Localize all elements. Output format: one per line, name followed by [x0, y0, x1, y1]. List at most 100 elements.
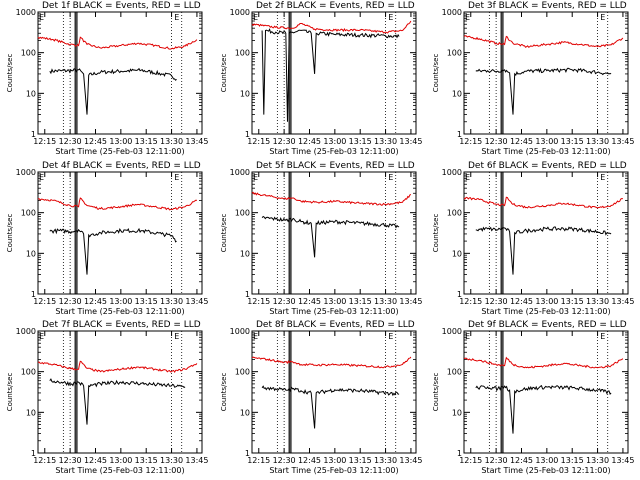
detector-panel-4: Det 4f BLACK = Events, RED = LLD 1 10 100 10…	[6, 161, 208, 316]
plot-frame	[251, 330, 417, 454]
x-tick-label: 13:00	[109, 137, 132, 146]
x-tick-label: 13:30	[586, 456, 609, 465]
x-tick-label: 12:15	[247, 456, 270, 465]
series-line-events	[49, 227, 177, 275]
x-axis-label: Start Time (25-Feb-03 12:11:00)	[55, 147, 184, 156]
plot-frame	[463, 171, 629, 295]
detector-panel-6: Det 6f BLACK = Events, RED = LLD 1 10 100 10…	[432, 161, 634, 316]
series-line-lld	[37, 36, 198, 50]
x-tick-label: 13:15	[135, 297, 158, 306]
event-marker-label: E	[174, 173, 179, 182]
x-tick-label: 12:15	[33, 137, 56, 146]
x-tick-label: 13:30	[374, 137, 397, 146]
y-tick-label: 1000	[230, 168, 250, 177]
detector-panel-8: Det 8f BLACK = Events, RED = LLD 1 10 100 10…	[220, 320, 422, 475]
plot-frame	[463, 11, 629, 135]
event-marker-label: E	[39, 13, 44, 22]
y-tick-label: 10	[240, 408, 250, 417]
y-tick-label: 100	[21, 368, 36, 377]
series-line-events	[475, 226, 612, 275]
x-tick-label: 13:00	[323, 456, 346, 465]
series-line-events	[475, 67, 612, 115]
x-tick-label: 13:30	[160, 137, 183, 146]
y-tick-label: 1000	[16, 8, 36, 17]
y-tick-label: 100	[235, 49, 250, 58]
detector-panel-2: Det 2f BLACK = Events, RED = LLD 1 10 100 10…	[220, 1, 422, 156]
x-tick-label: 13:30	[160, 297, 183, 306]
x-tick-label: 12:30	[59, 137, 82, 146]
x-tick-label: 13:30	[374, 297, 397, 306]
x-axis-label: Start Time (25-Feb-03 12:11:00)	[55, 307, 184, 316]
x-tick-label: 12:30	[59, 297, 82, 306]
y-tick-label: 1000	[16, 327, 36, 336]
panel-title: Det 1f BLACK = Events, RED = LLD	[42, 1, 201, 11]
x-tick-label: 12:45	[84, 137, 107, 146]
x-tick-label: 13:15	[561, 137, 584, 146]
y-axis-label: Counts/sec	[220, 373, 228, 412]
y-tick-label: 1	[31, 130, 36, 139]
x-axis-label: Start Time (25-Feb-03 12:11:00)	[269, 307, 398, 316]
event-marker-label: E	[253, 332, 258, 341]
plot-frame	[37, 171, 203, 295]
y-tick-label: 1	[245, 449, 250, 458]
y-tick-label: 1000	[16, 168, 36, 177]
panel-title: Det 2f BLACK = Events, RED = LLD	[256, 1, 415, 11]
y-tick-label: 100	[447, 368, 462, 377]
event-marker-label: E	[39, 173, 44, 182]
x-tick-label: 13:45	[399, 297, 422, 306]
detector-panel-5: Det 5f BLACK = Events, RED = LLD 1 10 100 10…	[220, 161, 422, 316]
y-tick-label: 100	[21, 209, 36, 218]
x-tick-label: 13:15	[349, 137, 372, 146]
x-tick-label: 13:00	[109, 297, 132, 306]
event-marker-label: E	[465, 13, 470, 22]
y-tick-label: 100	[447, 209, 462, 218]
event-marker-label: E	[174, 332, 179, 341]
x-tick-label: 13:15	[349, 297, 372, 306]
x-tick-label: 12:45	[298, 297, 321, 306]
plot-frame	[251, 171, 417, 295]
y-tick-label: 1000	[442, 168, 462, 177]
y-tick-label: 10	[240, 249, 250, 258]
x-tick-label: 13:15	[349, 456, 372, 465]
y-axis-label: Counts/sec	[6, 54, 14, 93]
y-axis-label: Counts/sec	[6, 373, 14, 412]
y-tick-label: 100	[235, 368, 250, 377]
x-tick-label: 13:00	[535, 456, 558, 465]
event-marker-label: E	[600, 13, 605, 22]
detector-panel-9: Det 9f BLACK = Events, RED = LLD 1 10 100 10…	[432, 320, 634, 475]
series-line-lld	[38, 197, 197, 211]
plot-frame	[37, 11, 203, 135]
x-tick-label: 12:45	[510, 297, 533, 306]
y-tick-label: 10	[240, 89, 250, 98]
series-line-lld	[463, 196, 623, 209]
panel-title: Det 7f BLACK = Events, RED = LLD	[42, 320, 201, 330]
event-marker-label: E	[600, 173, 605, 182]
x-tick-label: 12:45	[510, 137, 533, 146]
x-tick-label: 12:30	[273, 297, 296, 306]
y-tick-label: 10	[452, 89, 462, 98]
event-marker-label: E	[388, 13, 393, 22]
y-tick-label: 1	[457, 449, 462, 458]
y-tick-label: 1000	[442, 327, 462, 336]
series-line-lld	[463, 35, 624, 48]
x-tick-label: 13:45	[185, 137, 208, 146]
x-tick-label: 12:30	[273, 456, 296, 465]
x-axis-label: Start Time (25-Feb-03 12:11:00)	[481, 307, 610, 316]
y-tick-label: 10	[26, 249, 36, 258]
event-marker-label: E	[388, 173, 393, 182]
y-tick-label: 1000	[442, 8, 462, 17]
series-line-events	[49, 67, 177, 115]
x-tick-label: 12:15	[247, 297, 270, 306]
x-tick-label: 13:15	[135, 456, 158, 465]
x-tick-label: 13:45	[185, 456, 208, 465]
event-marker-label: E	[465, 173, 470, 182]
x-tick-label: 13:00	[535, 137, 558, 146]
event-marker-label: E	[39, 332, 44, 341]
x-tick-label: 12:15	[459, 137, 482, 146]
x-tick-label: 13:15	[561, 297, 584, 306]
series-line-lld	[251, 20, 412, 34]
x-tick-label: 12:15	[459, 297, 482, 306]
y-tick-label: 10	[452, 249, 462, 258]
x-tick-label: 12:30	[485, 297, 508, 306]
